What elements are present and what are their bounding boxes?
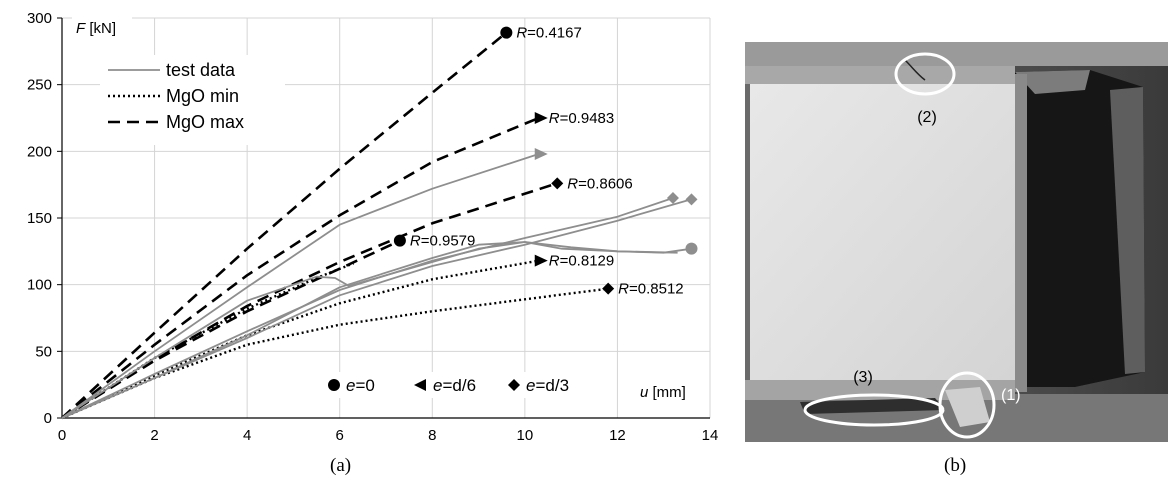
r-value-label: R=0.4167 [516, 25, 581, 42]
x-tick-label: 8 [428, 427, 436, 444]
photo-label-1: (1) [1001, 387, 1021, 404]
circle-marker [500, 26, 513, 39]
series-line-11 [61, 241, 678, 419]
legend-label: test data [166, 60, 236, 80]
series-line-4 [61, 259, 539, 420]
x-axis-label: u [mm] [640, 384, 686, 401]
marker-legend-label: e=0 [346, 376, 375, 395]
y-label-bg [72, 16, 132, 38]
crushed-corner [945, 387, 990, 427]
highlight-circle-1 [938, 371, 996, 439]
legend-label: MgO max [166, 112, 244, 132]
steel-web [1015, 74, 1027, 392]
y-tick-label: 200 [27, 143, 52, 160]
y-tick-label: 250 [27, 77, 52, 94]
top-face-sheet [745, 66, 1015, 84]
series-line-7 [61, 153, 539, 419]
r-value-label: R=0.9579 [410, 233, 475, 250]
circle-marker [328, 379, 340, 391]
x-tick-label: 10 [517, 427, 534, 444]
series-line-6 [61, 262, 355, 420]
circle-marker [685, 242, 698, 255]
x-label-bg [638, 380, 708, 404]
highlight-ellipse-3 [803, 393, 945, 427]
chart-legend: test data MgO min MgO max e=0 e=d/6 e=d/3 [100, 55, 610, 398]
x-tick-label: 14 [702, 427, 719, 444]
chart-series [61, 26, 698, 420]
diamond-marker [508, 379, 520, 391]
specimen-photo: (2) (3) (1) [745, 42, 1168, 442]
highlight-circle-2 [894, 52, 956, 96]
chart-axes: 0 2 4 6 8 10 12 14 0 50 100 150 200 250 300 F [kN] u [mm… [27, 10, 718, 444]
diamond-marker [685, 193, 698, 206]
y-tick-label: 50 [35, 343, 52, 360]
steel-flange-top [1015, 70, 1090, 94]
x-tick-label: 2 [150, 427, 158, 444]
marker-legend-bg [320, 372, 610, 398]
legend-label: MgO min [166, 86, 239, 106]
chart-annotations: R=0.4167 R=0.9483 R=0.8606 R=0.9579 R=0.8129… [410, 25, 684, 298]
arrow-marker [534, 112, 548, 124]
x-tick-label: 4 [243, 427, 251, 444]
diamond-marker [602, 282, 615, 295]
photo-label-2: (2) [917, 109, 937, 126]
caption-a: (a) [330, 455, 352, 476]
r-value-label: R=0.9483 [549, 110, 614, 127]
marker-legend-label: e=d/3 [526, 376, 569, 395]
r-value-label: R=0.8606 [567, 175, 632, 192]
diamond-marker [666, 192, 679, 204]
caption-b: (b) [944, 455, 967, 476]
r-value-label: R=0.8129 [549, 253, 614, 270]
x-tick-label: 0 [58, 427, 66, 444]
series-line-1 [61, 116, 540, 420]
photo-label-3: (3) [853, 369, 873, 386]
y-axis-label: F [kN] [76, 20, 116, 37]
y-tick-label: 150 [27, 210, 52, 227]
legend-arrow-marker [414, 379, 426, 391]
circle-marker [393, 234, 406, 247]
diamond-marker [551, 177, 564, 190]
steel-flange-right [1110, 87, 1145, 374]
series-line-3 [61, 239, 401, 420]
bottom-debonding [800, 398, 945, 414]
y-tick-label: 0 [44, 410, 52, 427]
marker-legend-label: e=d/6 [433, 376, 476, 395]
steel-profile-shadow [1015, 70, 1145, 387]
crack-mark [904, 59, 926, 81]
foam-core [750, 84, 1015, 380]
y-tick-label: 300 [27, 10, 52, 27]
arrow-marker [534, 148, 548, 160]
y-tick-label: 100 [27, 277, 52, 294]
x-tick-label: 6 [336, 427, 344, 444]
series-line-0 [61, 31, 508, 419]
x-tick-label: 12 [609, 427, 626, 444]
r-value-label: R=0.8512 [618, 281, 683, 298]
photo-top-band [745, 42, 1168, 66]
arrow-marker [534, 254, 548, 267]
load-displacement-chart: 0 2 4 6 8 10 12 14 0 50 100 150 200 250 300 F [kN] u [mm… [27, 10, 718, 444]
